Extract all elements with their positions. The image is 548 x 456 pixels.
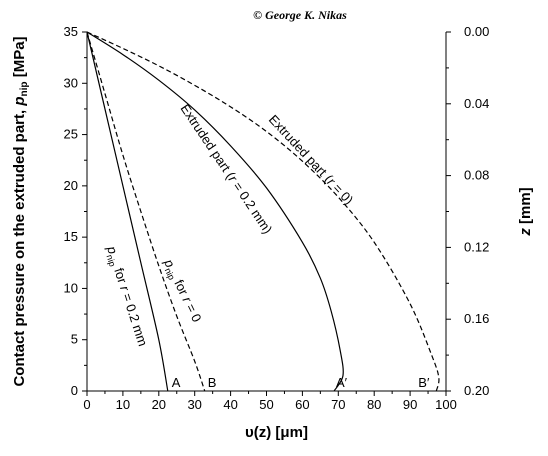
y-left-tick-label: 35 [64, 24, 78, 39]
y-left-tick-label: 25 [64, 127, 78, 142]
curve-a-pnip-r02 [86, 31, 169, 392]
curve-b-prime-extruded-r0 [86, 31, 440, 392]
label-pnip-r02: pnip for r = 0.2 mm [102, 243, 151, 348]
x-tick-label: 0 [83, 397, 90, 412]
end-label-3: B′ [418, 375, 430, 390]
axes: 0 10 20 30 40 50 60 70 80 90 100 0 5 10 15 20 25 30 35 0.00… [11, 8, 534, 441]
x-tick-label: 80 [367, 397, 381, 412]
x-axis-title: υ(z) [μm] [245, 424, 308, 441]
annotations: A B A′ B′ Extruded part (r = 0.2 mm)Extruded… [102, 101, 430, 390]
x-tick-label: 50 [259, 397, 273, 412]
y-left-tick-label: 15 [64, 229, 78, 244]
copyright-notice: © George K. Nikas [253, 8, 347, 22]
x-tick-label: 60 [295, 397, 309, 412]
y-right-tick-label: 0.20 [464, 383, 489, 398]
y-left-tick-label: 0 [71, 383, 78, 398]
y-left-tick-label: 10 [64, 280, 78, 295]
y-right-axis-title: z [mm] [517, 187, 534, 236]
x-tick-label: 30 [187, 397, 201, 412]
end-label-0: A [172, 375, 181, 390]
y-left-tick-label: 20 [64, 178, 78, 193]
label-extruded-r0: Extruded part (r = 0) [266, 112, 357, 208]
label-extruded-r02: Extruded part (r = 0.2 mm) [178, 101, 276, 236]
x-tick-label: 70 [331, 397, 345, 412]
label-pnip-r0: pnip for r = 0 [159, 256, 205, 326]
x-tick-label: 10 [116, 397, 130, 412]
y-right-tick-label: 0.04 [464, 96, 489, 111]
x-tick-label: 100 [435, 397, 457, 412]
y-left-tick-label: 5 [71, 332, 78, 347]
y-right-tick-label: 0.16 [464, 311, 489, 326]
y-right-tick-label: 0.12 [464, 239, 489, 254]
end-label-2: A′ [336, 375, 348, 390]
y-right-tick-label: 0.00 [464, 24, 489, 39]
y-right-tick-label: 0.08 [464, 168, 489, 183]
x-tick-label: 20 [152, 397, 166, 412]
y-left-tick-label: 30 [64, 75, 78, 90]
end-label-1: B [208, 375, 217, 390]
curve-b-pnip-r0 [86, 31, 206, 392]
curve-a-prime-extruded-r02 [86, 31, 344, 392]
y-left-axis-title: Contact pressure on the extruded part, p… [11, 36, 30, 386]
curves [86, 31, 440, 392]
x-tick-label: 90 [403, 397, 417, 412]
x-tick-label: 40 [223, 397, 237, 412]
